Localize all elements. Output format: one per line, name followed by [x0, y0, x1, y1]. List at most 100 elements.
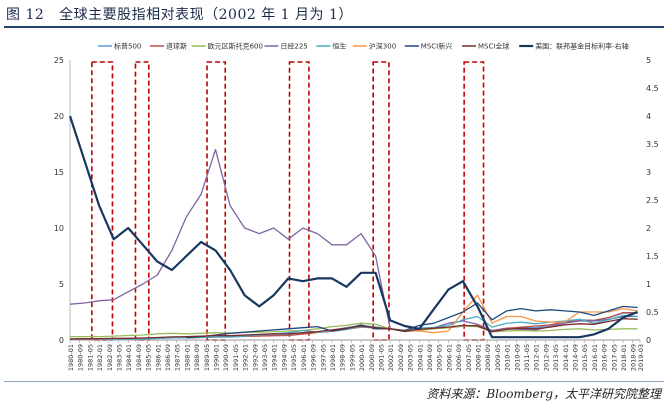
highlight-periods — [91, 61, 485, 341]
x-tick-label: 1990-09 — [222, 344, 230, 371]
x-tick-label: 1983-05 — [116, 344, 124, 371]
y2-tick-label: 1 — [646, 280, 651, 289]
series-lines — [68, 115, 638, 340]
x-tick-label: 1992-01 — [242, 344, 250, 371]
highlight-period-box — [134, 61, 150, 341]
x-tick-label: 1993-05 — [261, 344, 269, 371]
x-tick-label: 1991-05 — [232, 344, 240, 371]
x-tick-label: 1981-05 — [86, 344, 94, 371]
y-tick-label: 0 — [59, 336, 64, 345]
x-tick-label: 1986-09 — [164, 344, 172, 371]
x-tick-label: 2010-01 — [504, 344, 512, 371]
x-tick-label: 2015-05 — [581, 344, 589, 371]
x-tick-label: 2009-05 — [494, 344, 502, 371]
x-tick-label: 1985-05 — [145, 344, 153, 371]
x-tick-label: 1980-01 — [67, 344, 75, 371]
source-note: 资料来源：Bloomberg，太平洋研究院整理 — [426, 387, 661, 401]
x-tick-label: 2019-03 — [637, 344, 645, 371]
legend-label: 标普500 — [114, 42, 141, 51]
x-tick-label: 2008-09 — [484, 344, 492, 371]
y2-tick-label: 3.5 — [646, 140, 659, 149]
x-tick-label: 1990-01 — [213, 344, 221, 371]
x-tick-label: 2014-09 — [572, 344, 580, 371]
x-tick-label: 2005-05 — [436, 344, 444, 371]
title-rule — [4, 26, 664, 28]
legend-label: 道琼斯 — [166, 42, 187, 51]
y-tick-label: 5 — [59, 280, 64, 289]
x-tick-label: 1982-01 — [96, 344, 104, 371]
legend-label: 欧元区斯托克600 — [208, 42, 263, 51]
x-tick-label: 2010-09 — [513, 344, 521, 371]
legend: 标普500 道琼斯 欧元区斯托克600 日经225 恒生 沪深300 MSCI新兴 MSCI全… — [98, 42, 629, 51]
x-tick-label: 2002-01 — [387, 344, 395, 371]
x-tick-label: 1997-05 — [319, 344, 327, 371]
x-tick-label: 1982-09 — [106, 344, 114, 371]
y2-tick-label: 2.5 — [646, 196, 659, 205]
series-line — [69, 318, 638, 340]
highlight-period-box — [372, 61, 390, 341]
series-line — [68, 115, 638, 339]
y-tick-label: 25 — [54, 56, 64, 65]
y2-tick-label: 2 — [646, 224, 651, 233]
highlight-period-box — [288, 61, 310, 341]
x-tick-label: 1995-05 — [290, 344, 298, 371]
y-tick-label: 15 — [54, 168, 64, 177]
x-tick-label: 2000-01 — [358, 344, 366, 371]
series-line — [390, 294, 638, 334]
x-tick-label: 1988-09 — [193, 344, 201, 371]
x-tick-label: 1999-05 — [348, 344, 356, 371]
x-tick-label: 1980-09 — [77, 344, 85, 371]
x-tick-label: 2013-05 — [552, 344, 560, 371]
y-tick-label: 20 — [54, 112, 64, 121]
series-line — [70, 322, 638, 338]
y-tick-label: 10 — [54, 224, 64, 233]
x-tick-label: 2002-09 — [397, 344, 405, 371]
x-tick-label: 2001-05 — [377, 344, 385, 371]
footer-rule — [4, 381, 664, 382]
y2-tick-label: 3 — [646, 168, 651, 177]
y2-tick-label: 0 — [646, 336, 651, 345]
figure-number: 图 12 — [6, 7, 45, 23]
x-tick-label: 2016-09 — [601, 344, 609, 371]
x-tick-label: 2007-05 — [465, 344, 473, 371]
x-tick-label: 2003-05 — [407, 344, 415, 371]
x-tick-label: 2004-01 — [416, 344, 424, 371]
legend-label: 沪深300 — [369, 42, 396, 51]
x-tick-label: 1994-09 — [280, 344, 288, 371]
x-tick-label: 1998-09 — [339, 344, 347, 371]
x-tick-label: 2018-01 — [620, 344, 628, 371]
page-title: 图 12 全球主要股指相对表现（2002 年 1 月为 1） — [6, 4, 353, 24]
series-line — [69, 314, 638, 340]
x-tick-label: 1994-01 — [271, 344, 279, 371]
x-tick-label: 2008-01 — [474, 344, 482, 371]
x-tick-label: 1992-09 — [251, 344, 259, 371]
legend-label: MSCI全球 — [478, 42, 509, 51]
x-tick-label: 1998-01 — [329, 344, 337, 371]
x-tick-label: 2016-01 — [591, 344, 599, 371]
highlight-period-box — [91, 61, 114, 341]
x-tick-label: 2006-09 — [455, 344, 463, 371]
x-tick-label: 2006-01 — [445, 344, 453, 371]
legend-label: 日经225 — [280, 42, 307, 51]
x-tick-label: 2014-01 — [562, 344, 570, 371]
x-tick-label: 2018-09 — [630, 344, 638, 371]
x-tick-label: 1996-01 — [300, 344, 308, 371]
x-tick-label: 2011-05 — [523, 344, 531, 371]
highlight-period-box — [206, 61, 227, 341]
figure-title: 全球主要股指相对表现（2002 年 1 月为 1） — [59, 7, 353, 23]
legend-label: MSCI新兴 — [421, 42, 452, 51]
y2-tick-label: 4.5 — [646, 84, 659, 93]
x-tick-label: 1986-01 — [154, 344, 162, 371]
x-tick-label: 2004-09 — [426, 344, 434, 371]
x-tick-label: 1984-01 — [125, 344, 133, 371]
y2-tick-label: 0.5 — [646, 308, 659, 317]
legend-label: 恒生 — [332, 42, 346, 51]
series-line — [69, 148, 638, 332]
x-tick-label: 1988-01 — [183, 344, 191, 371]
y2-tick-label: 5 — [646, 56, 651, 65]
x-tick-label: 1996-09 — [310, 344, 318, 371]
x-tick-label: 1984-09 — [135, 344, 143, 371]
y2-tick-label: 1.5 — [646, 252, 659, 261]
